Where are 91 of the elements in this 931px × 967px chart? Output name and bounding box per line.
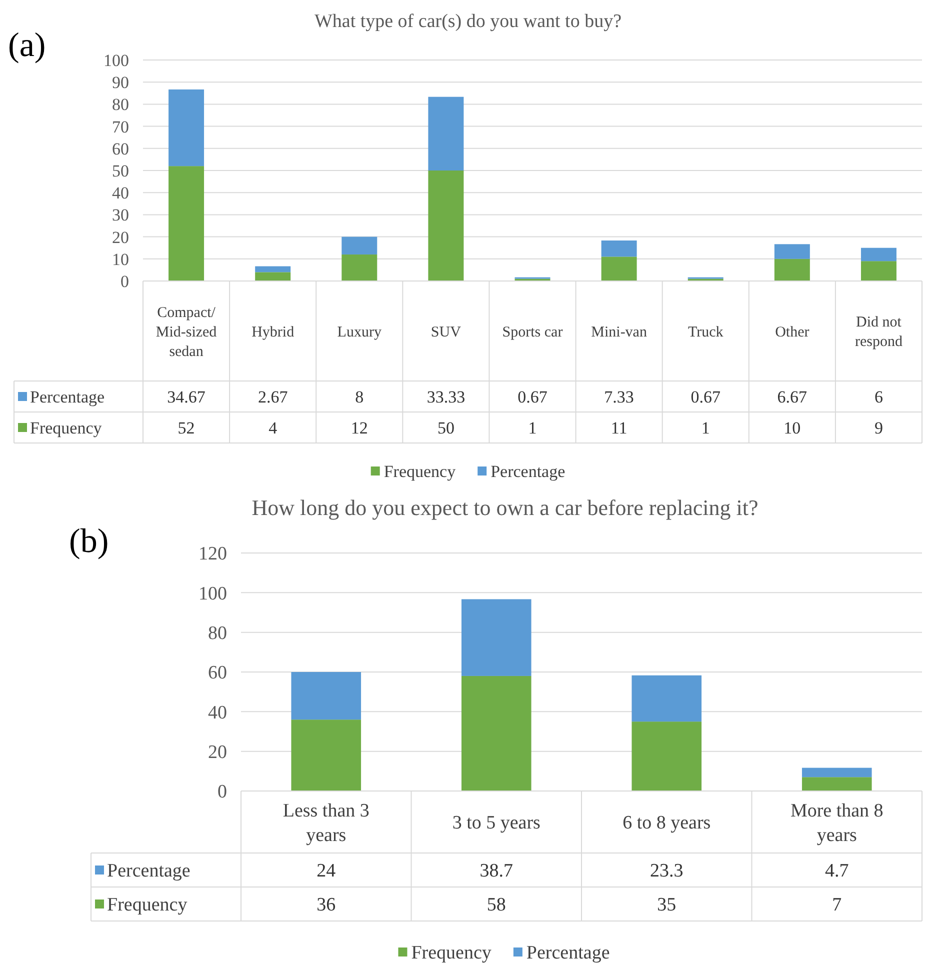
data-label: 7 [832, 894, 842, 916]
data-label: 4 [268, 418, 278, 438]
bar [802, 777, 872, 791]
text: Percentage [526, 942, 610, 964]
y-tick-label: 60 [208, 662, 227, 684]
x-tick-label: Sports car [502, 324, 563, 340]
data-label: 23.3 [650, 860, 684, 882]
y-tick-label: 100 [104, 50, 129, 70]
x-tick-label: Truck [688, 324, 724, 340]
x-tick-label: Compact/Mid-sized sedan [156, 304, 218, 360]
bar [860, 261, 896, 281]
data-label: 38.7 [480, 860, 513, 882]
legend-label: Frequency [30, 418, 102, 438]
data-label: 4.7 [825, 860, 849, 882]
x-tick-label: Less than 3 years [282, 800, 370, 846]
x-tick-label: Hybrid [252, 324, 295, 340]
y-tick-label: 40 [208, 702, 227, 724]
data-label: 33.33 [426, 387, 466, 406]
text: Percentage [490, 462, 566, 481]
y-tick-label: 120 [198, 544, 227, 565]
x-tick-label: Other [775, 324, 810, 340]
y-tick-label: 100 [198, 583, 227, 604]
x-tick-label: Luxury [337, 324, 382, 340]
bar [774, 244, 810, 259]
chart-title: What type of car(s) do you want to buy? [314, 11, 622, 32]
data-label: 8 [355, 387, 364, 406]
bar [461, 676, 532, 791]
data-label: 6.67 [777, 387, 808, 406]
data-label: 34.67 [167, 387, 206, 406]
bar [428, 96, 464, 170]
y-tick-label: 0 [120, 272, 129, 291]
x-tick-label: More than 8 years [790, 800, 884, 846]
x-tick-label: 6 to 8 years [622, 812, 711, 834]
bar [774, 258, 810, 281]
data-label: 12 [350, 418, 368, 438]
data-label: 0.67 [690, 387, 721, 406]
data-label: 6 [874, 387, 883, 406]
text: (a) [8, 27, 46, 64]
x-tick-label: Mini-van [591, 324, 648, 340]
bar [461, 599, 532, 676]
data-label: 52 [178, 418, 195, 438]
bar [428, 170, 464, 281]
bar [601, 240, 637, 257]
bar [168, 166, 204, 281]
data-label: 36 [316, 894, 336, 916]
data-label: 0.67 [518, 387, 548, 406]
data-label: 24 [316, 860, 336, 882]
bar [342, 254, 378, 281]
chart-title: How long do you expect to own a car before replacing it? [252, 495, 758, 520]
data-label: 11 [610, 418, 628, 438]
bar [255, 266, 291, 272]
y-tick-label: 0 [218, 782, 227, 803]
bar [291, 720, 362, 791]
data-label: 35 [657, 894, 676, 916]
x-tick-label: 3 to 5 years [452, 812, 540, 834]
bar [291, 672, 362, 720]
y-tick-label: 20 [208, 742, 227, 763]
x-tick-label: Did not respond [854, 314, 903, 350]
bar [168, 89, 204, 166]
bar [601, 256, 637, 281]
bar [802, 768, 872, 778]
data-label: 2.67 [258, 387, 288, 406]
data-label: 1 [701, 418, 710, 438]
y-tick-label: 70 [112, 117, 129, 136]
bar [255, 272, 291, 281]
data-label: 58 [486, 894, 506, 916]
y-tick-label: 20 [112, 228, 129, 247]
y-tick-label: 60 [112, 139, 129, 158]
y-tick-label: 80 [112, 95, 129, 114]
bar [632, 675, 702, 722]
y-tick-label: 10 [112, 250, 129, 269]
data-label: 10 [784, 418, 801, 438]
text: Frequency [384, 462, 456, 481]
legend-label: Percentage [107, 860, 190, 882]
y-tick-label: 80 [208, 622, 227, 644]
y-tick-label: 90 [112, 73, 129, 92]
bar [342, 236, 378, 254]
data-label: 9 [874, 418, 883, 438]
bar [632, 722, 702, 791]
bar [860, 248, 896, 262]
text: Frequency [411, 942, 492, 964]
y-tick-label: 50 [112, 161, 129, 180]
data-label: 50 [437, 418, 454, 438]
legend-label: Frequency [107, 894, 188, 916]
legend-label: Percentage [30, 387, 105, 406]
text: (b) [69, 523, 109, 560]
y-tick-label: 30 [112, 206, 129, 225]
data-label: 7.33 [604, 387, 634, 406]
data-label: 1 [528, 418, 537, 438]
y-tick-label: 40 [112, 184, 129, 203]
x-tick-label: SUV [430, 324, 462, 340]
